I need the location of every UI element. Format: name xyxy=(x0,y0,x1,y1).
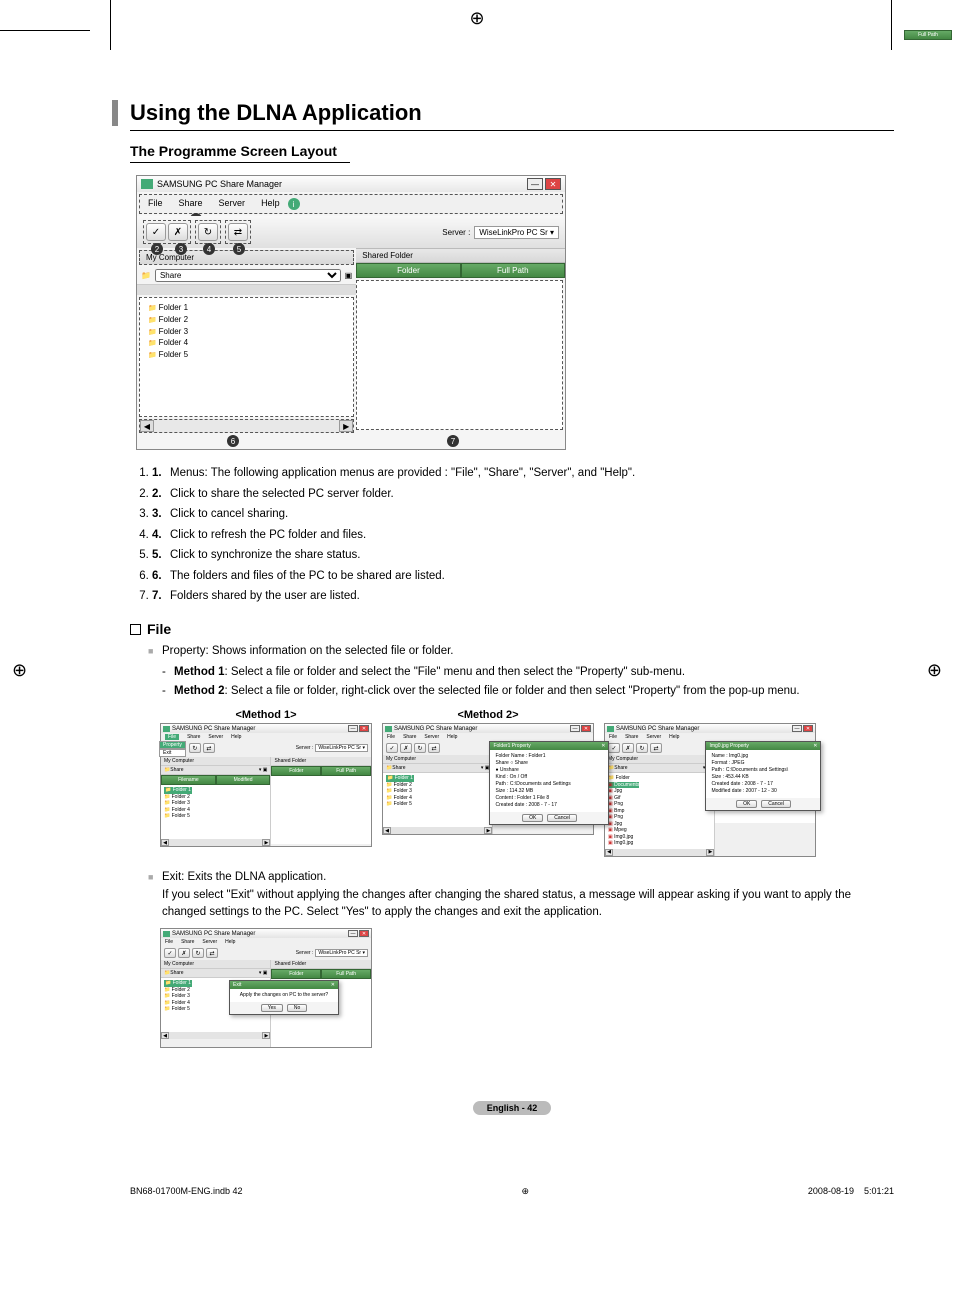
unshare-button[interactable]: ✗ xyxy=(168,223,188,241)
ok-button[interactable]: OK xyxy=(522,814,543,822)
list-item[interactable]: Folder 1 xyxy=(148,302,345,314)
crop-mark xyxy=(891,0,892,50)
list-item[interactable]: Folder 4 xyxy=(148,337,345,349)
dialog-close-icon[interactable]: ✕ xyxy=(331,982,335,988)
page-sub-title: The Programme Screen Layout xyxy=(130,143,350,163)
col-fullpath: Full Path xyxy=(461,263,565,278)
callout-5: 5 xyxy=(233,243,245,255)
go-icon[interactable]: ▣ xyxy=(345,271,353,280)
callout-2: 2 xyxy=(151,243,163,255)
left-panel-header: My Computer xyxy=(139,250,354,265)
exit-line: Exit: Exits the DLNA application. If you… xyxy=(148,869,894,922)
right-panel-header: Shared Folder xyxy=(356,248,565,263)
cancel-button[interactable]: Cancel xyxy=(547,814,577,822)
app-logo-icon xyxy=(141,179,153,189)
col-folder: Folder xyxy=(356,263,460,278)
toolbar: ✓ ✗ ↻ ⇄ Server : WiseLinkPro PC Sr ▾ 2 3… xyxy=(137,216,565,248)
spacer-label xyxy=(604,709,816,721)
yes-button[interactable]: Yes xyxy=(261,1004,283,1012)
app-window: SAMSUNG PC Share Manager — ✕ File Share … xyxy=(136,175,566,450)
callout-4: 4 xyxy=(203,243,215,255)
method2-window-file: SAMSUNG PC Share Manager—✕ FileShareServ… xyxy=(604,723,816,857)
property-line: Property: Shows information on the selec… xyxy=(148,643,894,701)
method2-window-folder: SAMSUNG PC Share Manager—✕ FileShareServ… xyxy=(382,723,594,835)
file-section-heading: File xyxy=(130,621,894,637)
exit-confirm-dialog: Exit✕ Apply the changes on PC to the ser… xyxy=(229,980,339,1015)
folder-property-dialog: Folder1 Property✕ Folder Name : Folder1 … xyxy=(489,741,609,825)
crop-mark xyxy=(110,0,111,50)
mini-file-menu[interactable]: File xyxy=(165,734,179,740)
crop-mark xyxy=(0,30,90,31)
close-button[interactable]: ✕ xyxy=(545,178,561,190)
share-button[interactable]: ✓ xyxy=(146,223,166,241)
registration-mark-right: ⊕ xyxy=(927,660,942,681)
share-path-select[interactable]: Share xyxy=(155,269,341,282)
page-number-badge: English - 42 xyxy=(473,1101,552,1115)
callout-7: 7 xyxy=(447,435,459,447)
minimize-button[interactable]: — xyxy=(527,178,543,190)
method2-label: <Method 2> xyxy=(382,709,594,721)
no-button[interactable]: No xyxy=(287,1004,307,1012)
titlebar: SAMSUNG PC Share Manager — ✕ xyxy=(137,176,565,192)
scroll-right-icon[interactable]: ▶ xyxy=(339,420,353,432)
menu-server[interactable]: Server xyxy=(219,198,246,210)
menubar: File Share Server Help i 1 xyxy=(139,194,563,214)
method1-window: SAMSUNG PC Share Manager—✕ File ShareSer… xyxy=(160,723,372,847)
list-item[interactable]: Folder 3 xyxy=(148,326,345,338)
ok-button[interactable]: OK xyxy=(736,800,757,808)
list-item[interactable]: Folder 2 xyxy=(148,314,345,326)
method1-label: <Method 1> xyxy=(160,709,372,721)
scroll-left-icon[interactable]: ◀ xyxy=(140,420,154,432)
app-title: SAMSUNG PC Share Manager xyxy=(157,179,282,189)
menu-share[interactable]: Share xyxy=(179,198,203,210)
callout-6: 6 xyxy=(227,435,239,447)
menu-help[interactable]: Help xyxy=(261,198,280,210)
cancel-button[interactable]: Cancel xyxy=(761,800,791,808)
server-label: Server : xyxy=(442,228,470,237)
exit-window: SAMSUNG PC Share Manager—✕ FileShareServ… xyxy=(160,928,372,1048)
registration-mark-top: ⊕ xyxy=(469,8,484,29)
dialog-close-icon[interactable]: ✕ xyxy=(813,743,817,749)
list-item[interactable]: Folder 5 xyxy=(148,349,345,361)
page-main-title: Using the DLNA Application xyxy=(130,100,894,131)
menu-file[interactable]: File xyxy=(148,198,163,210)
numbered-list: 1.Menus: The following application menus… xyxy=(152,464,894,607)
dialog-close-icon[interactable]: ✕ xyxy=(601,743,605,749)
callout-3: 3 xyxy=(175,243,187,255)
file-property-dialog: Img0.jpg Property✕ Name : Img0.jpg Forma… xyxy=(705,741,821,811)
print-footer: BN68-01700M-ENG.indb 42 ⊕ 2008-08-19 5:0… xyxy=(0,1156,954,1207)
info-icon[interactable]: i xyxy=(288,198,300,210)
sync-button[interactable]: ⇄ xyxy=(228,223,248,241)
folder-list: Folder 1 Folder 2 Folder 3 Folder 4 Fold… xyxy=(139,297,354,417)
refresh-button[interactable]: ↻ xyxy=(198,223,218,241)
exit-menuitem[interactable]: Exit xyxy=(159,749,186,757)
server-select[interactable]: WiseLinkPro PC Sr ▾ xyxy=(474,226,559,239)
property-menuitem[interactable]: Property xyxy=(159,741,186,749)
registration-mark-left: ⊕ xyxy=(12,660,27,681)
